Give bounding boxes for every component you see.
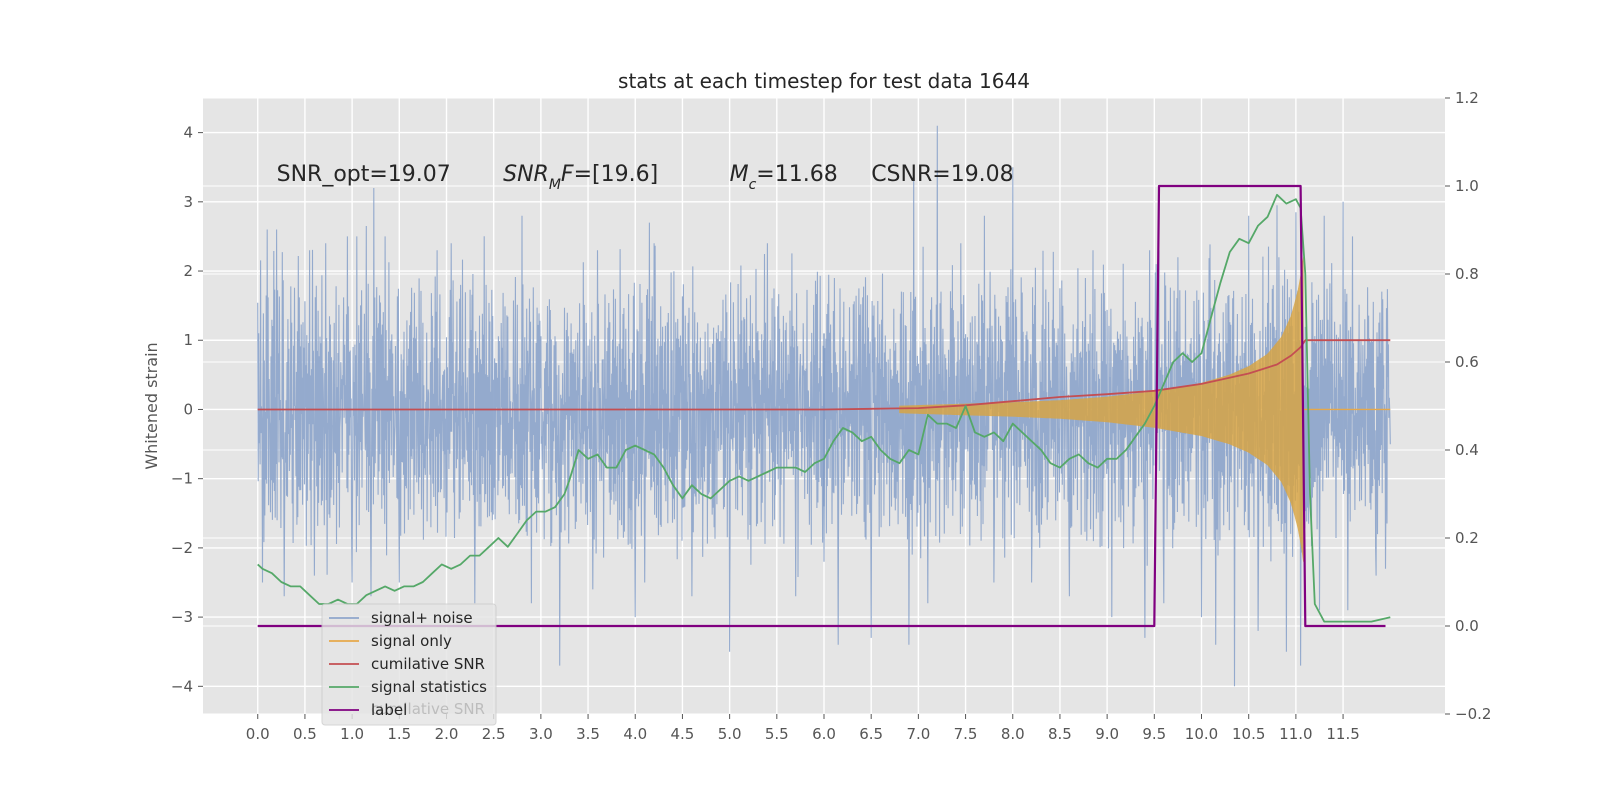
y2-tick-label: 0.0	[1455, 617, 1479, 635]
y-tick-label: 0	[183, 400, 193, 418]
chart-title: stats at each timestep for test data 164…	[618, 69, 1030, 93]
annotation-part: CSNR=19.08	[871, 162, 1013, 187]
annotation-part: M	[730, 162, 749, 187]
cumilative-snr-line	[257, 339, 1391, 411]
x-tick-label: 5.5	[765, 725, 789, 743]
x-tick-label: 5.0	[718, 725, 742, 743]
annotation-1: SNRMF=[19.6]	[503, 162, 658, 193]
x-tick-label: 10.5	[1232, 725, 1265, 743]
x-tick-label: 8.0	[1001, 725, 1025, 743]
x-tick-label: 11.0	[1279, 725, 1312, 743]
annotation-part: SNR_opt=19.07	[277, 162, 451, 187]
y-tick-label: −2	[171, 539, 193, 557]
axes: 0.0 0.5 1.0 1.5 2.0 2.5 3.0 3.5 4.0 4.5 5.0 5.5 6.0 6…	[171, 89, 1492, 743]
x-tick-label: 2.0	[435, 725, 459, 743]
x-tick-label: 0.0	[246, 725, 270, 743]
x-tick-label: 9.5	[1142, 725, 1166, 743]
x-tick-label: 3.5	[576, 725, 600, 743]
annotation-part: M	[549, 177, 561, 193]
y-tick-label: 3	[183, 193, 193, 211]
signal-noise-line	[257, 125, 1391, 687]
y2-tick-label: 0.6	[1455, 353, 1479, 371]
signal-statistics-line	[257, 193, 1391, 623]
y2-tick-label: 1.0	[1455, 177, 1479, 195]
y-tick-label: 1	[183, 331, 193, 349]
legend-label: signal+ noise	[371, 609, 473, 627]
x-tick-label: 1.5	[387, 725, 411, 743]
y2-tick-label: −0.2	[1455, 705, 1491, 723]
y-tick-label: −4	[171, 677, 193, 695]
y2-tick-label: 1.2	[1455, 89, 1479, 107]
legend-label: cumilative SNR	[371, 655, 485, 673]
annotations: SNR_opt=19.07 SNRMF=[19.6] Mc=11.68 CSNR=19…	[277, 162, 1014, 193]
legend-ghost-label: cumilative SNR	[371, 700, 485, 718]
y-tick-label: 4	[183, 124, 193, 142]
annotation-part: =11.68	[756, 162, 837, 187]
legend-label: label	[371, 701, 407, 719]
x-tick-label: 7.0	[906, 725, 930, 743]
legend-label: signal statistics	[371, 678, 487, 696]
x-tick-label: 3.0	[529, 725, 553, 743]
annotation-2: Mc=11.68	[730, 162, 838, 193]
label-line	[257, 184, 1386, 628]
x-tick-label: 0.5	[293, 725, 317, 743]
y2-tick-label: 0.8	[1455, 265, 1479, 283]
annotation-0: SNR_opt=19.07	[277, 162, 451, 187]
x-tick-label: 6.0	[812, 725, 836, 743]
x-tick-label: 2.5	[482, 725, 506, 743]
x-tick-label: 8.5	[1048, 725, 1072, 743]
y2-tick-label: 0.2	[1455, 529, 1479, 547]
x-tick-label: 1.0	[340, 725, 364, 743]
x-tick-label: 11.5	[1326, 725, 1359, 743]
y2-tick-label: 0.4	[1455, 441, 1479, 459]
annotation-3: CSNR=19.08	[871, 162, 1013, 187]
annotation-part: SNR	[503, 162, 549, 187]
legend-box	[321, 603, 497, 726]
y-tick-label: −3	[171, 608, 193, 626]
annotation-part: c	[749, 177, 757, 193]
annotation-part: F	[561, 162, 574, 187]
y-tick-label: 2	[183, 262, 193, 280]
x-tick-label: 7.5	[954, 725, 978, 743]
annotation-part: =[19.6]	[574, 162, 659, 187]
legend-label: signal only	[371, 632, 452, 650]
signal-only-band	[899, 257, 1304, 562]
x-tick-label: 10.0	[1185, 725, 1218, 743]
y-axis-label: Whitened strain	[142, 342, 161, 469]
x-tick-label: 4.5	[671, 725, 695, 743]
x-tick-label: 6.5	[859, 725, 883, 743]
chart-series	[257, 125, 1391, 687]
x-tick-label: 9.0	[1095, 725, 1119, 743]
y-tick-label: −1	[171, 470, 193, 488]
legend: cumilative SNR signal+ noise signal only cu…	[321, 603, 497, 726]
x-tick-label: 4.0	[623, 725, 647, 743]
